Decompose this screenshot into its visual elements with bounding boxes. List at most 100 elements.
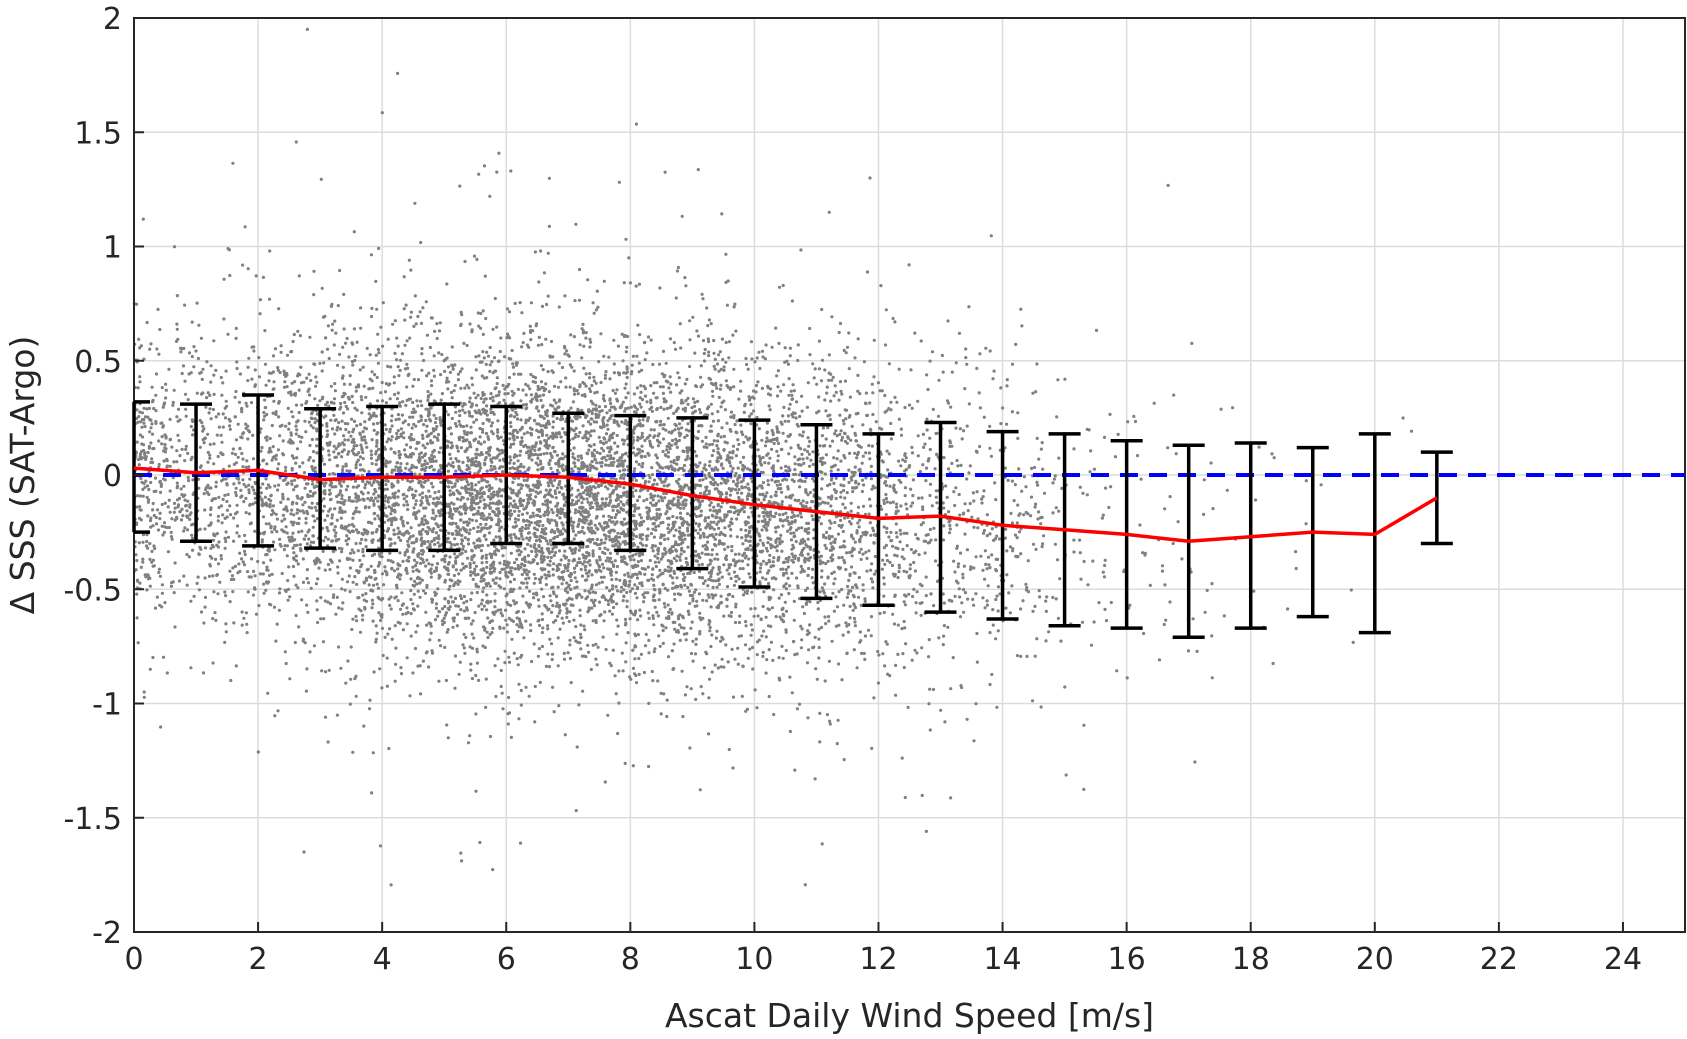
scatter-point	[900, 756, 904, 760]
scatter-point	[1103, 563, 1107, 568]
scatter-point	[970, 515, 974, 519]
scatter-point	[162, 530, 166, 534]
scatter-point	[582, 344, 586, 348]
scatter-point	[345, 542, 349, 546]
scatter-point	[597, 555, 602, 559]
scatter-point	[652, 516, 656, 520]
scatter-point	[710, 548, 715, 552]
scatter-point	[524, 523, 528, 527]
scatter-point	[776, 525, 780, 529]
scatter-point	[870, 580, 875, 584]
scatter-point	[331, 322, 335, 326]
scatter-point	[916, 399, 920, 403]
scatter-point	[563, 733, 567, 737]
scatter-point	[575, 495, 579, 499]
scatter-point	[138, 346, 142, 350]
scatter-point	[990, 553, 994, 557]
scatter-point	[604, 458, 608, 462]
scatter-point	[423, 514, 427, 518]
scatter-point	[734, 579, 738, 583]
scatter-point	[444, 554, 448, 558]
scatter-point	[285, 531, 289, 535]
scatter-point	[855, 456, 859, 460]
scatter-point	[359, 443, 363, 447]
scatter-point	[388, 603, 392, 608]
scatter-point	[556, 501, 560, 505]
scatter-point	[737, 620, 742, 625]
scatter-point	[201, 671, 206, 675]
scatter-point	[662, 484, 666, 488]
scatter-point	[660, 423, 664, 427]
scatter-point	[474, 712, 478, 716]
scatter-point	[328, 567, 332, 572]
scatter-point	[506, 722, 510, 726]
scatter-point	[642, 670, 647, 675]
scatter-point	[481, 568, 485, 572]
scatter-point	[640, 449, 645, 453]
scatter-point	[534, 550, 538, 554]
scatter-point	[433, 421, 438, 425]
scatter-point	[721, 542, 725, 546]
scatter-point	[305, 603, 309, 607]
scatter-point	[749, 633, 753, 637]
scatter-point	[260, 538, 264, 542]
scatter-point	[236, 422, 240, 426]
scatter-point	[779, 389, 783, 393]
scatter-point	[692, 570, 696, 575]
scatter-point	[678, 558, 682, 562]
scatter-point	[729, 410, 734, 414]
scatter-point	[295, 508, 300, 512]
scatter-point	[508, 432, 512, 436]
scatter-point	[389, 447, 393, 451]
scatter-point	[553, 384, 557, 388]
scatter-point	[294, 554, 298, 558]
scatter-point	[896, 575, 900, 580]
scatter-point	[895, 535, 899, 539]
scatter-point	[367, 470, 371, 474]
scatter-point	[769, 438, 773, 442]
scatter-point	[890, 563, 895, 568]
scatter-point	[338, 427, 343, 431]
scatter-point	[792, 599, 796, 604]
scatter-point	[351, 363, 355, 367]
scatter-point	[358, 368, 362, 372]
scatter-point	[197, 486, 201, 490]
scatter-point	[472, 526, 476, 530]
scatter-point	[961, 572, 965, 576]
scatter-point	[205, 360, 209, 364]
scatter-point	[792, 531, 796, 535]
scatter-point	[673, 422, 677, 426]
scatter-point	[1019, 654, 1023, 659]
scatter-point	[1034, 502, 1038, 506]
scatter-point	[362, 724, 366, 728]
scatter-point	[524, 382, 528, 386]
scatter-point	[332, 444, 336, 448]
scatter-point	[278, 537, 282, 541]
scatter-point	[995, 534, 999, 538]
scatter-point	[220, 393, 224, 397]
scatter-point	[968, 501, 972, 506]
scatter-point	[231, 447, 235, 451]
scatter-point	[557, 361, 561, 365]
scatter-point	[415, 399, 419, 403]
scatter-point	[599, 575, 604, 579]
scatter-point	[277, 401, 281, 405]
scatter-point	[234, 336, 238, 340]
scatter-point	[175, 327, 179, 331]
scatter-point	[243, 552, 247, 557]
scatter-point	[817, 515, 822, 520]
scatter-point	[554, 401, 558, 405]
scatter-point	[340, 497, 344, 501]
scatter-point	[520, 653, 524, 658]
scatter-point	[380, 380, 384, 385]
scatter-point	[872, 696, 876, 700]
scatter-point	[694, 637, 698, 641]
scatter-point	[313, 421, 317, 425]
scatter-point	[501, 554, 505, 558]
scatter-point	[812, 376, 816, 380]
scatter-point	[830, 571, 834, 576]
scatter-point	[618, 542, 622, 546]
scatter-point	[674, 528, 678, 532]
scatter-point	[307, 505, 311, 509]
scatter-point	[450, 445, 454, 449]
